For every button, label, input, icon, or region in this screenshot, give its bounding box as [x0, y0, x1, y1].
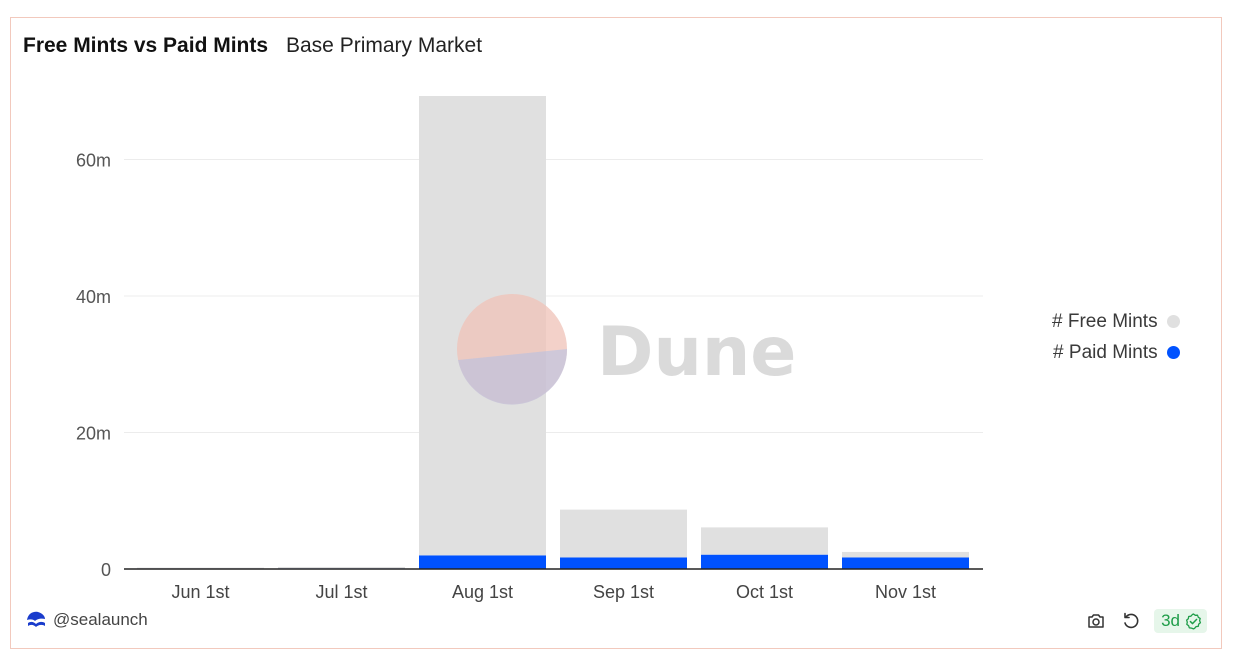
legend-item-paid-mints[interactable]: # Paid Mints — [1052, 337, 1180, 368]
x-tick-label: Oct 1st — [736, 582, 793, 602]
gridlines — [124, 159, 983, 433]
y-tick-label: 0 — [101, 560, 111, 580]
x-tick-label: Sep 1st — [593, 582, 654, 602]
x-tick-label: Nov 1st — [875, 582, 936, 602]
legend-label-paid-mints: # Paid Mints — [1053, 341, 1158, 363]
legend-item-free-mints[interactable]: # Free Mints — [1052, 306, 1180, 337]
bar-free-mints[interactable] — [137, 567, 264, 569]
bar-paid-mints[interactable] — [842, 557, 969, 569]
bar-free-mints[interactable] — [842, 551, 969, 558]
seal-logo-icon — [27, 611, 45, 627]
refresh-age-badge[interactable]: 3d — [1154, 609, 1207, 633]
refresh-icon — [1124, 612, 1139, 629]
refresh-button[interactable] — [1120, 610, 1142, 632]
bar-free-mints[interactable] — [560, 509, 687, 558]
legend-swatch-free-mints — [1166, 315, 1180, 328]
check-circle-icon — [1185, 612, 1202, 630]
legend: # Free Mints # Paid Mints — [1052, 306, 1180, 368]
bar-paid-mints[interactable] — [560, 557, 687, 569]
screenshot-button[interactable] — [1085, 610, 1107, 632]
author-link[interactable]: @sealaunch — [25, 610, 148, 630]
y-tick-label: 60m — [76, 151, 111, 171]
legend-swatch-paid-mints — [1166, 346, 1180, 359]
chart-title: Free Mints vs Paid Mints — [23, 34, 269, 57]
y-tick-label: 20m — [76, 424, 111, 444]
x-tick-label: Jul 1st — [315, 582, 367, 602]
legend-label-free-mints: # Free Mints — [1052, 310, 1158, 332]
dune-watermark: Dune — [457, 294, 796, 405]
chart-subtitle: Base Primary Market — [286, 34, 483, 57]
bar-paid-mints[interactable] — [701, 554, 828, 569]
author-handle: @sealaunch — [53, 610, 148, 629]
x-tick-label: Jun 1st — [171, 582, 229, 602]
bar-free-mints[interactable] — [701, 527, 828, 555]
y-tick-label: 40m — [76, 287, 111, 307]
bar-paid-mints[interactable] — [419, 555, 546, 569]
x-tick-label: Aug 1st — [452, 582, 513, 602]
camera-icon — [1088, 614, 1104, 628]
refresh-age-label: 3d — [1161, 611, 1180, 630]
y-axis-ticks: 0 20m 40m 60m — [76, 151, 111, 581]
watermark-text: Dune — [597, 313, 796, 392]
bar-free-mints[interactable] — [278, 566, 405, 569]
chart-actions: 3d — [1072, 609, 1207, 633]
x-axis-ticks: Jun 1st Jul 1st Aug 1st Sep 1st Oct 1st Nov 1… — [171, 582, 936, 602]
